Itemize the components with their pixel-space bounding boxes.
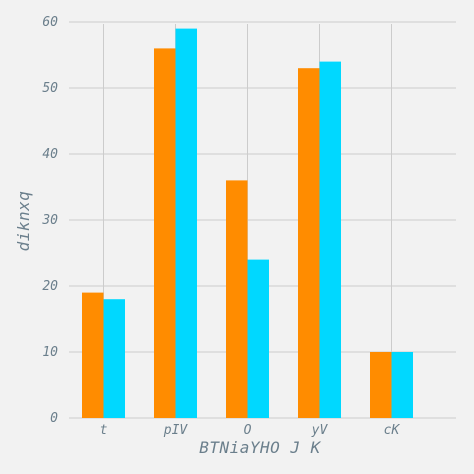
bar xyxy=(391,352,413,418)
bar xyxy=(298,68,320,418)
bar xyxy=(247,259,269,418)
y-tick-label: 0 xyxy=(50,411,58,426)
y-axis-label: diknxq xyxy=(14,191,33,252)
bar xyxy=(175,28,197,418)
y-tick-label: 40 xyxy=(42,147,58,162)
y-tick-label: 20 xyxy=(42,279,58,294)
x-tick-label: O xyxy=(244,423,252,438)
x-tick-label: t xyxy=(100,423,108,438)
bar xyxy=(319,61,341,418)
x-axis-label: BTNiaYHO J K xyxy=(199,438,321,457)
bar xyxy=(103,299,125,418)
y-tick-label: 10 xyxy=(42,345,58,360)
y-tick-label: 60 xyxy=(42,15,58,30)
bar xyxy=(154,48,176,419)
bar xyxy=(82,292,104,418)
bar xyxy=(226,180,248,418)
y-tick-labels: 0 10 20 30 40 50 60 xyxy=(41,15,58,426)
x-tick-label: yV xyxy=(311,423,329,438)
bar xyxy=(370,352,392,418)
x-tick-label: pIV xyxy=(163,423,189,438)
y-tick-label: 30 xyxy=(41,213,58,228)
y-tick-label: 50 xyxy=(42,81,58,96)
bars xyxy=(82,28,413,419)
x-tick-label: cK xyxy=(384,423,401,438)
